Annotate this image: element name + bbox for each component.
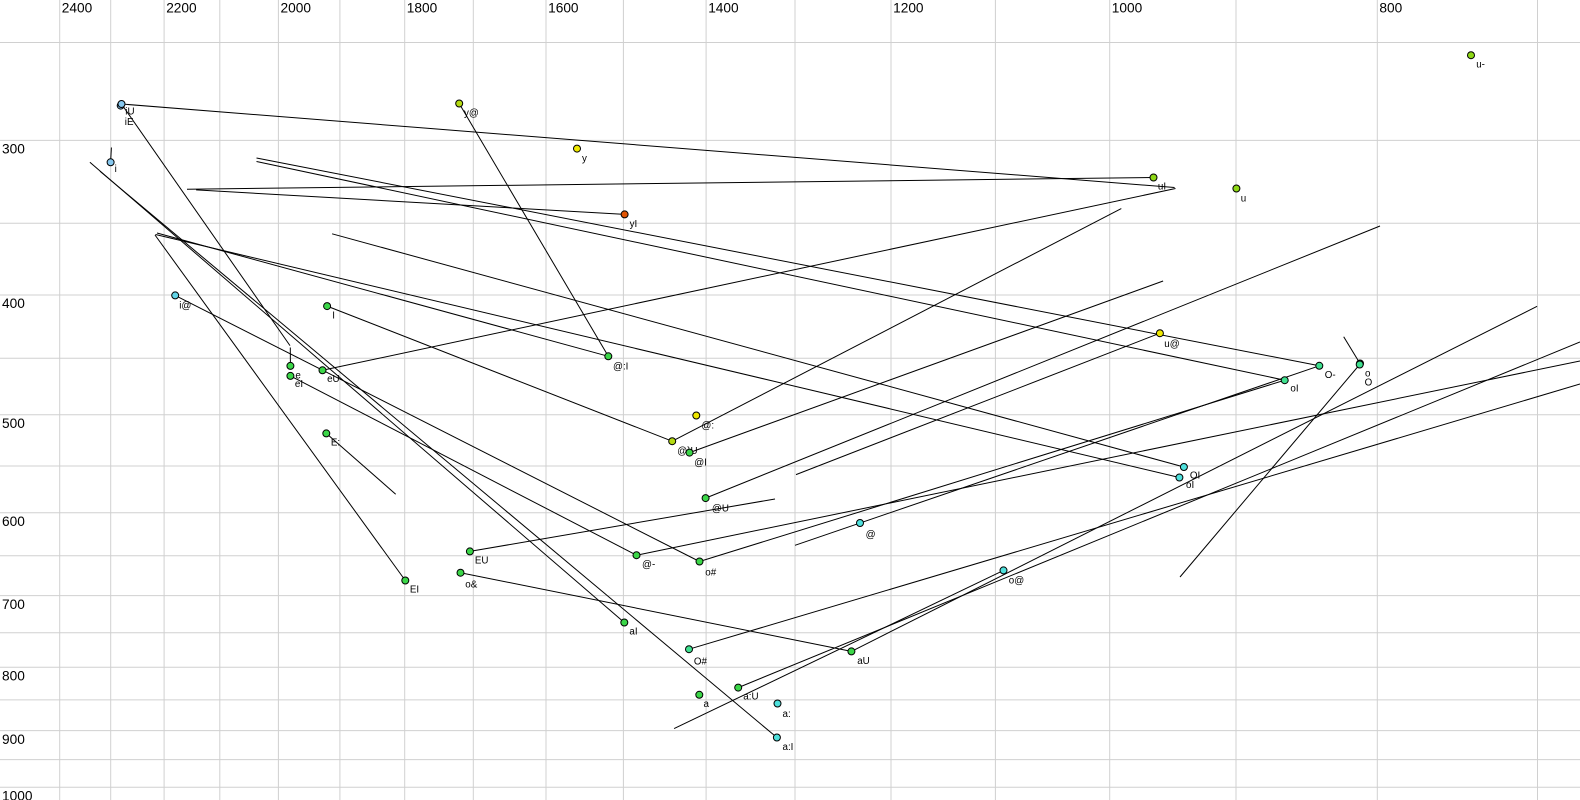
svg-text:I: I [332,311,335,322]
svg-text:O#: O# [694,657,708,668]
svg-text:2200: 2200 [166,1,197,16]
svg-text:e: e [295,371,301,382]
svg-text:@:: @: [701,421,714,432]
svg-text:2000: 2000 [281,1,312,16]
svg-text:E:: E: [331,438,340,449]
svg-text:y: y [582,154,587,165]
svg-text:aI: aI [629,627,637,638]
svg-text:iU: iU [125,107,134,118]
svg-text:oI: oI [1186,480,1194,491]
svg-text:1800: 1800 [407,1,438,16]
svg-text:400: 400 [2,296,25,311]
svg-text:eI: eI [295,379,303,390]
svg-text:1000: 1000 [2,788,33,800]
svg-text:1600: 1600 [548,1,579,16]
svg-text:900: 900 [2,732,25,747]
svg-text:yI: yI [630,219,638,230]
svg-text:800: 800 [1379,1,1402,16]
svg-text:i: i [115,164,117,175]
svg-text:u@: u@ [1164,339,1179,350]
svg-text:EI: EI [410,585,419,596]
svg-text:@I: @I [694,458,707,469]
svg-text:uI: uI [1158,182,1166,193]
svg-text:800: 800 [2,669,25,684]
svg-text:500: 500 [2,416,25,431]
svg-text:aU: aU [857,656,870,667]
svg-text:o@: o@ [1009,576,1024,587]
svg-text:@: @ [866,530,876,541]
svg-text:700: 700 [2,597,25,612]
svg-text:y@: y@ [464,108,479,119]
svg-text:a:I: a:I [783,742,794,753]
svg-text:300: 300 [2,142,25,157]
svg-text:O: O [1365,378,1373,389]
svg-text:a:U: a:U [743,692,758,703]
svg-text:u-: u- [1476,60,1485,71]
svg-text:600: 600 [2,514,25,529]
svg-text:@U: @U [712,504,729,515]
svg-text:1000: 1000 [1112,1,1143,16]
svg-text:a: a [704,699,710,710]
svg-text:2400: 2400 [62,1,93,16]
svg-text:u: u [1241,194,1246,205]
svg-text:1200: 1200 [893,1,924,16]
svg-text:1400: 1400 [708,1,739,16]
svg-text:oI: oI [1290,384,1298,395]
svg-text:eU: eU [327,374,340,385]
svg-text:o&: o& [465,580,477,591]
svg-text:@-: @- [642,560,655,571]
svg-text:iE: iE [125,117,134,128]
svg-text:a:: a: [783,709,791,720]
svg-text:o#: o# [705,568,716,579]
svg-text:EU: EU [475,556,489,567]
svg-text:@:I: @:I [613,362,628,373]
svg-text:i@: i@ [179,301,191,312]
svg-text:O-: O- [1325,370,1336,381]
svg-text:o: o [1365,369,1371,380]
svg-text:OI: OI [1190,471,1200,482]
